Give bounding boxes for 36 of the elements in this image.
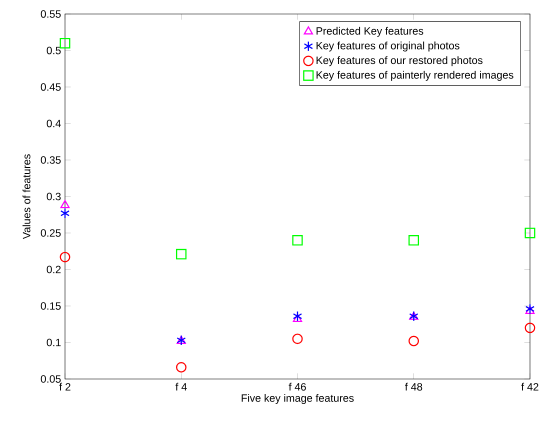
point [292, 310, 302, 322]
point [292, 314, 302, 322]
legend-label: Key features of painterly rendered images [316, 70, 514, 81]
x-tick-label: f 42 [521, 382, 538, 391]
x-tick-label: f 46 [288, 382, 306, 391]
point [524, 228, 536, 238]
y-tick-label: 0.5 [46, 46, 61, 54]
point [60, 200, 70, 208]
y-tick-label: 0.25 [40, 229, 61, 237]
point [292, 235, 303, 246]
point [60, 38, 70, 48]
x-tick-label: f 48 [405, 382, 422, 391]
y-tick-label: 0.4 [46, 120, 61, 128]
point [176, 362, 187, 373]
x-axis-title: Five key image features [242, 394, 354, 404]
point [408, 336, 420, 346]
y-tick-label: 0.55 [40, 10, 61, 18]
y-tick-label: 0.45 [40, 83, 61, 91]
x-tick-label: f 2 [59, 382, 70, 391]
legend-label: Key features of original photos [316, 42, 460, 52]
point [60, 252, 70, 262]
point [524, 322, 536, 334]
point [292, 334, 303, 344]
legend-label: Key features of our restored photos [316, 56, 483, 66]
point [408, 235, 420, 246]
point [176, 248, 187, 260]
y-tick-label: 0.2 [46, 266, 61, 274]
y-axis-title: Values of features [22, 154, 30, 240]
y-tick-label: 0.1 [46, 338, 61, 346]
y-tick-label: 0.35 [40, 156, 61, 164]
y-tick-label: 0.15 [40, 302, 61, 310]
legend-label: Predicted Key features [316, 26, 424, 37]
x-tick-label: f 4 [175, 382, 187, 391]
y-tick-label: 0.05 [40, 375, 61, 383]
y-tick-label: 0.3 [46, 192, 61, 200]
point [60, 208, 70, 219]
